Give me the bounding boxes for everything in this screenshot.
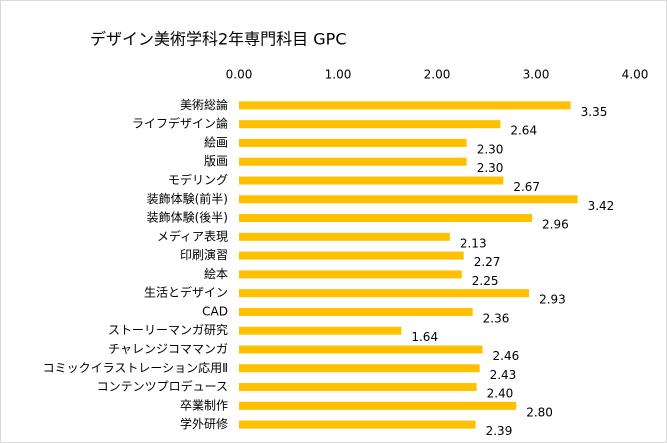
value-label: 2.36 — [483, 311, 510, 325]
value-label: 3.42 — [588, 199, 615, 213]
bar — [239, 345, 483, 354]
y-tick-label: 装飾体験(前半) — [147, 191, 228, 206]
y-tick-label: コミックイラストレーション応用Ⅱ — [43, 361, 228, 375]
x-tick-label: 4.00 — [622, 68, 649, 82]
x-tick-label: 2.00 — [424, 68, 451, 82]
bar — [239, 232, 450, 241]
y-tick-label: コンテンツプロデュース — [97, 379, 228, 394]
y-tick-label: CAD — [202, 304, 228, 318]
bar — [239, 101, 571, 110]
bar — [239, 270, 462, 279]
bar — [239, 383, 477, 392]
value-label: 2.39 — [486, 424, 513, 438]
y-tick-label: 生活とデザイン — [144, 285, 228, 300]
y-tick-label: 印刷演習 — [180, 247, 228, 262]
value-label: 2.27 — [474, 255, 501, 269]
value-label: 2.80 — [526, 405, 553, 419]
y-tick-label: モデリング — [168, 172, 228, 187]
y-tick-label: 絵画 — [204, 134, 228, 149]
value-label: 3.35 — [581, 105, 608, 119]
value-label: 2.13 — [460, 236, 487, 250]
value-label: 2.46 — [493, 349, 520, 363]
value-label: 2.67 — [513, 180, 540, 194]
bar — [239, 120, 501, 129]
bar — [239, 364, 480, 373]
y-tick-label: チャレンジコママンガ — [108, 342, 228, 356]
y-tick-label: 絵本 — [204, 266, 228, 281]
value-label: 2.96 — [542, 218, 569, 232]
bar — [239, 176, 504, 185]
y-tick-label: 装飾体験(後半) — [147, 210, 228, 225]
chart-title: デザイン美術学科2年専門科目 GPC — [90, 30, 347, 49]
y-tick-label: 美術総論 — [180, 97, 228, 112]
bar — [239, 289, 530, 298]
y-tick-label: 版画 — [204, 154, 228, 168]
bar — [239, 251, 464, 260]
y-tick-label: ストーリーマンガ研究 — [108, 322, 228, 337]
x-tick-label: 0.00 — [226, 68, 253, 82]
bar — [239, 401, 517, 410]
x-tick-label: 1.00 — [325, 68, 352, 82]
value-label: 2.25 — [472, 274, 499, 288]
bar — [239, 138, 467, 147]
value-label: 2.30 — [477, 142, 504, 156]
y-tick-label: メディア表現 — [157, 228, 228, 243]
value-label: 2.43 — [490, 368, 517, 382]
bar — [239, 157, 467, 166]
value-label: 2.40 — [487, 387, 514, 401]
value-label: 2.93 — [539, 293, 566, 307]
y-tick-label: 卒業制作 — [180, 398, 228, 412]
bar — [239, 195, 578, 204]
bar — [239, 307, 473, 316]
value-label: 2.64 — [510, 124, 537, 138]
value-label: 1.64 — [411, 330, 438, 344]
y-tick-label: ライフデザイン論 — [132, 116, 228, 131]
bar — [239, 214, 533, 223]
x-tick-label: 3.00 — [523, 68, 550, 82]
bar — [239, 326, 402, 335]
y-tick-label: 学外研修 — [180, 416, 228, 431]
value-label: 2.30 — [477, 161, 504, 175]
bar — [239, 420, 476, 429]
